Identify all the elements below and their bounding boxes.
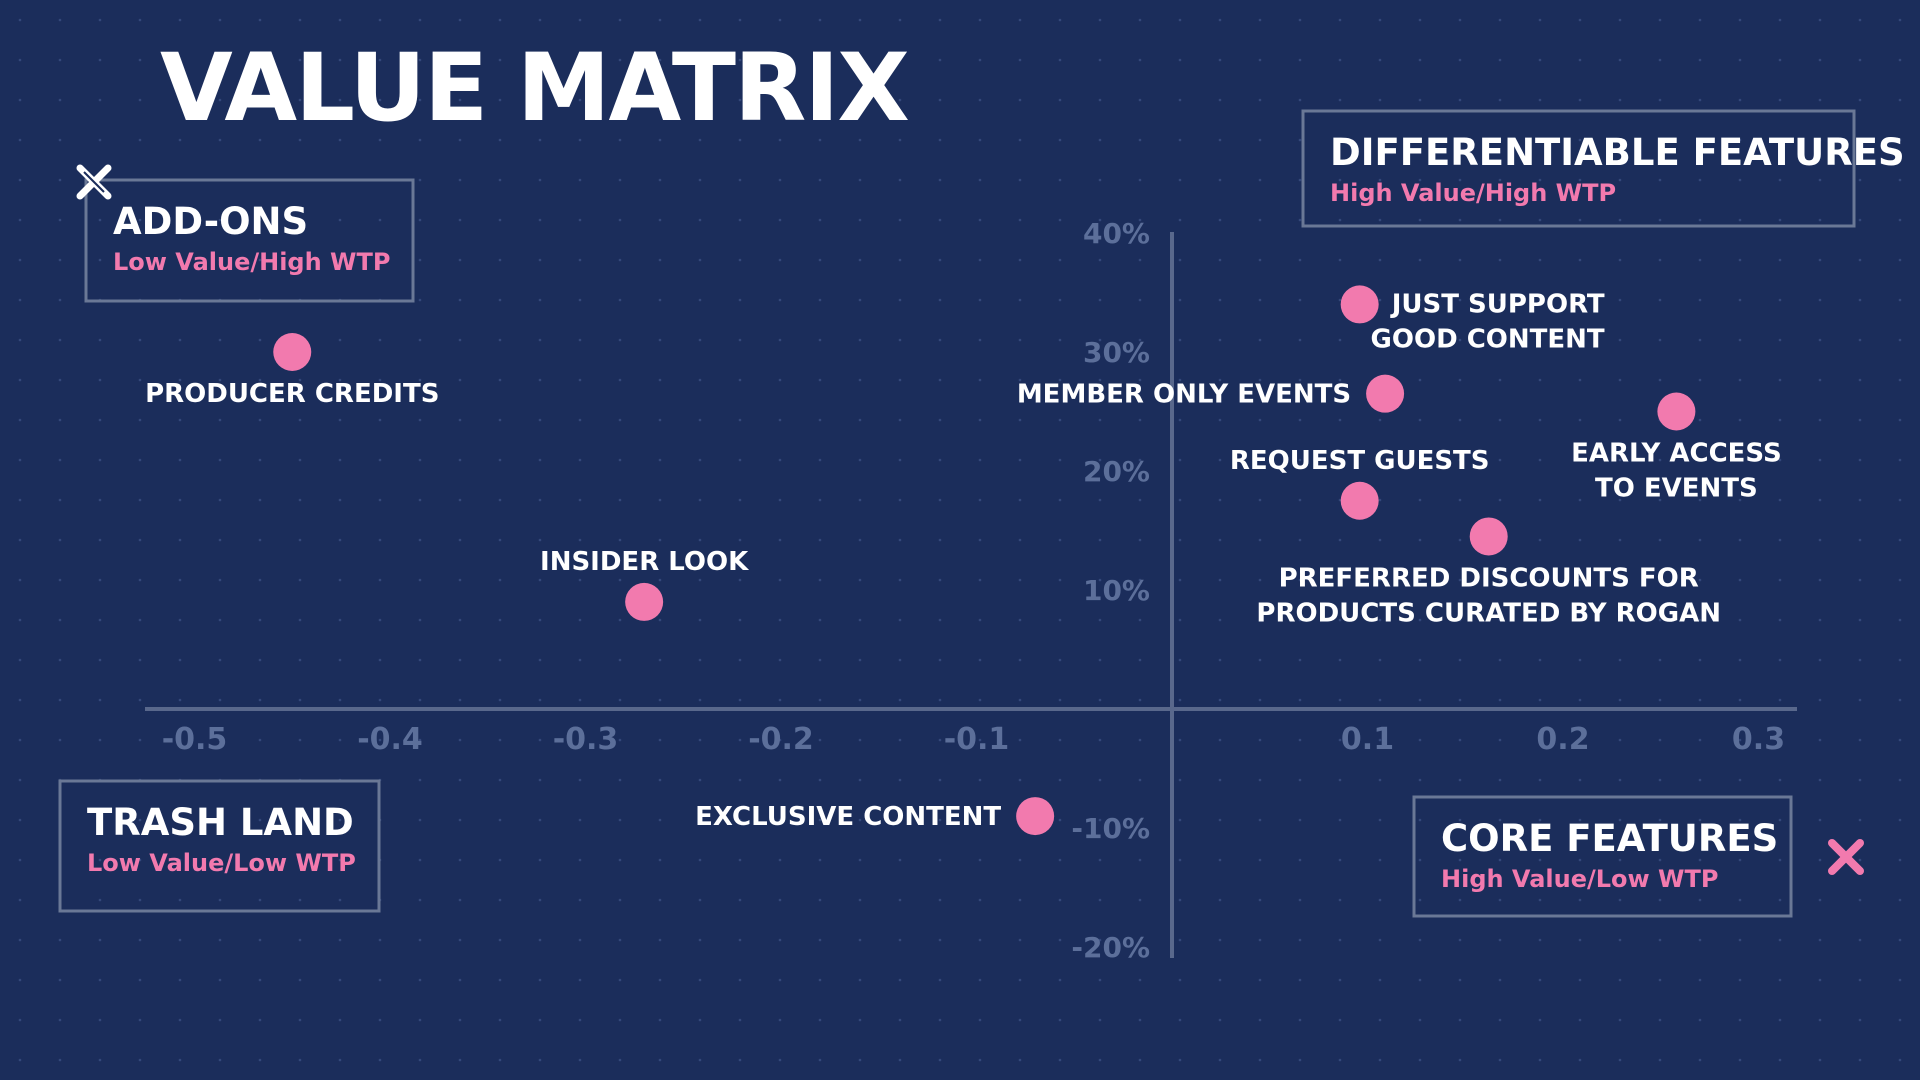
data-point-group: JUST SUPPORT GOOD CONTENT [1340, 285, 1605, 354]
data-point [1340, 285, 1379, 324]
data-point [273, 333, 312, 371]
quadrant-subtitle: Low Value/High WTP [113, 248, 391, 276]
data-point [625, 582, 664, 621]
x-tick-label: 0.2 [1536, 722, 1589, 757]
y-tick-label: 20% [1083, 455, 1150, 488]
quadrant-subtitle: High Value/High WTP [1330, 179, 1616, 207]
x-tick-label: 0.1 [1341, 722, 1394, 757]
data-point [1340, 481, 1379, 520]
data-point-label: PRODUCER CREDITS [145, 379, 439, 409]
x-tick-label: -0.3 [553, 722, 619, 757]
quadrant-box-bottom-left: TRASH LAND Low Value/Low WTP [58, 779, 381, 913]
quadrant-title: CORE FEATURES [1441, 817, 1778, 860]
y-tick-label: 10% [1083, 574, 1150, 607]
quadrant-box-bottom-right: CORE FEATURES High Value/Low WTP [1412, 795, 1793, 918]
data-point-label: REQUEST GUESTS [1230, 446, 1490, 476]
data-point-label: PREFERRED DISCOUNTS FOR [1279, 563, 1699, 593]
y-tick-label: 40% [1083, 217, 1150, 250]
x-mark-icon [76, 164, 112, 200]
data-point-group: INSIDER LOOK [540, 547, 749, 621]
quadrant-subtitle: High Value/Low WTP [1441, 865, 1719, 893]
data-point-label: MEMBER ONLY EVENTS [1017, 380, 1351, 410]
x-tick-label: -0.4 [357, 722, 423, 757]
data-point-group: EARLY ACCESS TO EVENTS [1571, 392, 1782, 504]
chart-title: VALUE MATRIX [160, 34, 908, 143]
data-point-label: PRODUCTS CURATED BY ROGAN [1256, 598, 1721, 628]
data-point-group: MEMBER ONLY EVENTS [1017, 374, 1405, 413]
data-point-group: PREFERRED DISCOUNTS FOR PRODUCTS CURATED … [1256, 517, 1721, 628]
data-point [1657, 392, 1696, 431]
quadrant-box-top-left: ADD-ONS Low Value/High WTP [84, 178, 415, 303]
data-point [1366, 374, 1405, 413]
data-point-group: PRODUCER CREDITS [145, 333, 439, 409]
quadrant-box-top-right: DIFFERENTIABLE FEATURES High Value/High W… [1301, 109, 1905, 228]
y-tick-label: -10% [1071, 812, 1150, 845]
data-point-label: GOOD CONTENT [1371, 324, 1605, 354]
data-point-label: TO EVENTS [1595, 474, 1758, 504]
data-point-group: REQUEST GUESTS [1230, 446, 1490, 520]
x-tick-label: -0.2 [748, 722, 814, 757]
data-point-label: EARLY ACCESS [1571, 439, 1782, 469]
quadrant-title: ADD-ONS [113, 200, 308, 243]
y-tick-label: -20% [1071, 931, 1150, 964]
data-point-label: INSIDER LOOK [540, 547, 749, 577]
x-mark-icon [1828, 839, 1864, 875]
data-point-label: JUST SUPPORT [1390, 289, 1605, 319]
data-point-label: EXCLUSIVE CONTENT [695, 802, 1001, 832]
data-point [1469, 517, 1508, 556]
data-point [1016, 797, 1055, 836]
data-point-group: EXCLUSIVE CONTENT [695, 797, 1055, 836]
x-tick-label: 0.3 [1732, 722, 1785, 757]
quadrant-subtitle: Low Value/Low WTP [87, 849, 356, 877]
y-tick-label: 30% [1083, 336, 1150, 369]
quadrant-title: DIFFERENTIABLE FEATURES [1330, 131, 1905, 174]
x-tick-label: -0.5 [162, 722, 228, 757]
quadrant-title: TRASH LAND [87, 801, 354, 844]
x-tick-label: -0.1 [944, 722, 1010, 757]
